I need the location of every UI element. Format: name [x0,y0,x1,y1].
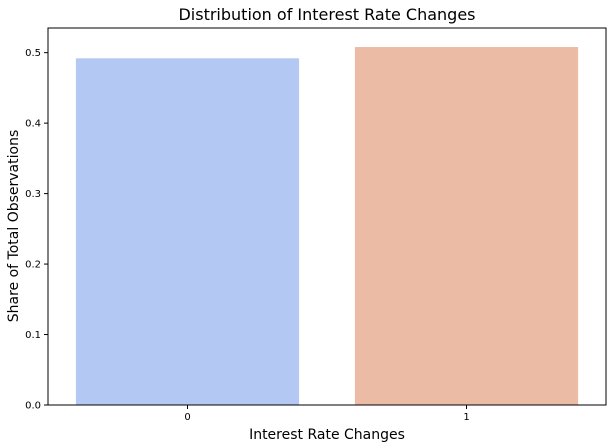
y-tick-label: 0.4 [25,119,41,130]
y-tick-label: 0.0 [25,401,41,412]
y-axis-label: Share of Total Observations [6,130,22,323]
y-tick-label: 0.5 [25,48,41,59]
bar-1 [354,47,579,405]
y-tick-label: 0.2 [25,260,41,271]
x-tick-label: 1 [463,412,469,423]
y-tick-label: 0.3 [25,189,41,200]
y-tick-label: 0.1 [25,330,41,341]
x-axis-label: Interest Rate Changes [249,427,405,443]
plot-frame [47,27,607,406]
x-tick-label: 0 [184,412,190,423]
plot-area: 0.0 0.1 0.2 0.3 0.4 0.5 0 1 [25,27,607,423]
bar-0 [75,58,300,405]
chart-title: Distribution of Interest Rate Changes [178,5,475,24]
